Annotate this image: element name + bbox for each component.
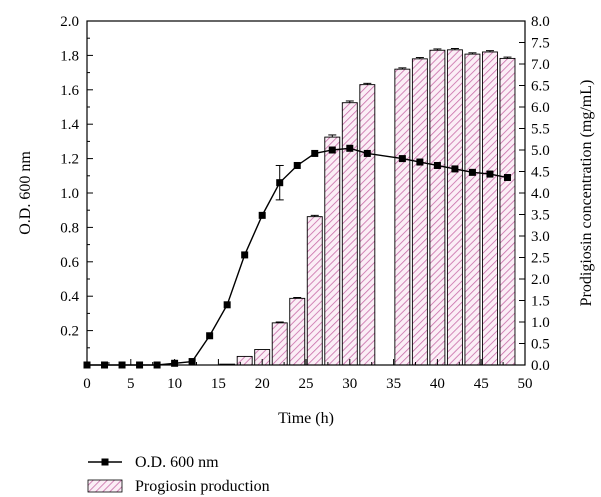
legend-item-line: O.D. 600 nm [88, 454, 219, 471]
y-left-tick-label: 1.0 [60, 186, 79, 202]
y-right-tick-label: 7.5 [531, 36, 550, 52]
x-tick-label: 25 [299, 376, 314, 392]
bar [324, 136, 341, 366]
bar [306, 216, 323, 366]
y-left-tick-label: 1.2 [60, 152, 79, 168]
od-point [328, 146, 336, 154]
bar [289, 297, 306, 366]
y-right-tick-label: 7.0 [531, 57, 550, 73]
legend-item-bar: Progiosin production [87, 478, 270, 495]
bar [394, 68, 411, 366]
od-point [311, 149, 319, 157]
bar [499, 57, 516, 366]
y-right-tick-label: 2.5 [531, 251, 550, 267]
x-tick-label: 0 [83, 376, 91, 392]
y-right-tick-label: 8.0 [531, 14, 550, 30]
y-left-tick-label: 1.6 [60, 83, 79, 99]
bar [429, 49, 446, 366]
od-point [468, 168, 476, 176]
od-point [433, 161, 441, 169]
y-left-tick-label: 0.8 [60, 220, 79, 236]
bar [341, 102, 358, 366]
x-tick-label: 20 [255, 376, 270, 392]
bar [236, 355, 253, 366]
od-point [276, 179, 284, 187]
od-point [363, 149, 371, 157]
x-tick-label: 35 [386, 376, 401, 392]
y-left-tick-label: 0.2 [60, 324, 79, 340]
y-right-tick-label: 6.5 [531, 79, 550, 95]
legend-line-label: O.D. 600 nm [135, 454, 219, 471]
x-tick-label: 50 [518, 376, 533, 392]
bar [359, 84, 376, 366]
y-right-tick-label: 5.5 [531, 122, 550, 138]
x-tick-label: 15 [211, 376, 226, 392]
x-tick-label: 40 [430, 376, 445, 392]
od-point [398, 155, 406, 163]
legend-line-marker [101, 458, 109, 466]
od-point [188, 358, 196, 366]
legend-bar-symbol [87, 479, 123, 493]
y-right-tick-label: 0.5 [531, 337, 550, 353]
x-tick-label: 30 [342, 376, 357, 392]
bar [446, 49, 463, 366]
x-tick-label: 5 [127, 376, 135, 392]
y-left-tick-label: 0.4 [60, 289, 79, 305]
bar [482, 51, 498, 366]
y-right-tick-label: 5.0 [531, 143, 550, 159]
od-point [486, 170, 494, 178]
od-point [258, 211, 266, 219]
legend-bar-label: Progiosin production [135, 478, 270, 495]
od-point [503, 174, 511, 182]
od-point [293, 161, 301, 169]
bar [271, 322, 288, 366]
y-right-tick-label: 1.5 [531, 294, 550, 310]
x-tick-label: 10 [167, 376, 182, 392]
od-point [206, 332, 214, 340]
bar [464, 53, 481, 366]
od-point [416, 158, 424, 166]
y-right-axis-title: Prodigiosin concentration (mg/mL) [578, 80, 595, 307]
bar [411, 58, 428, 366]
y-left-tick-label: 1.8 [60, 48, 79, 64]
y-right-tick-label: 0.0 [531, 358, 550, 374]
od-point [223, 301, 231, 309]
od-point [241, 251, 249, 259]
y-right-tick-label: 1.0 [531, 315, 550, 331]
bars-layer [219, 48, 516, 366]
od-point [346, 144, 354, 152]
y-left-tick-label: 1.4 [60, 117, 79, 133]
od-point [451, 165, 459, 173]
y-left-tick-label: 2.0 [60, 14, 79, 30]
y-right-tick-label: 2.0 [531, 272, 550, 288]
ticks-layer: 0 5 10 15 20 25 30 35 40 45 50 0.2 0.4 0.6 0.8 1.0 1.2 1.… [60, 14, 550, 392]
x-tick-label: 45 [474, 376, 489, 392]
y-right-tick-label: 3.0 [531, 229, 550, 245]
y-right-tick-label: 4.0 [531, 186, 550, 202]
y-left-axis-title: O.D. 600 nm [17, 151, 34, 235]
y-right-tick-label: 4.5 [531, 165, 550, 181]
y-right-tick-label: 6.0 [531, 100, 550, 116]
y-left-tick-label: 0.6 [60, 255, 79, 271]
y-right-tick-label: 3.5 [531, 208, 550, 224]
x-axis-title: Time (h) [278, 410, 334, 427]
legend: O.D. 600 nm Progiosin production [87, 454, 270, 495]
